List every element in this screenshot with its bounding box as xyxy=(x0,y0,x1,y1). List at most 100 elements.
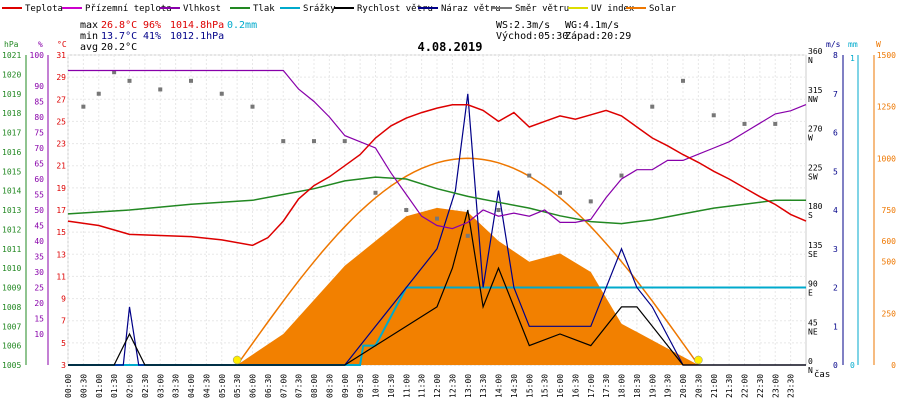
x-tick-label: 04:00 xyxy=(187,374,196,398)
x-tick-label: 06:00 xyxy=(249,374,258,398)
wind-dir-point xyxy=(496,208,501,212)
x-tick-label: 07:00 xyxy=(279,374,288,398)
sun-marker xyxy=(232,355,242,365)
legend-label: Tlak xyxy=(253,4,275,14)
pressure-tick-label: 1013 xyxy=(2,206,21,215)
humidity-tick-label: 15 xyxy=(34,315,44,324)
x-tick-label: 06:30 xyxy=(264,374,273,398)
x-tick-label: 09:00 xyxy=(341,374,350,398)
wind-dir-tick-label: W xyxy=(808,134,813,143)
solar-tick-label: 750 xyxy=(882,206,897,215)
x-tick-label: 09:30 xyxy=(356,374,365,398)
pressure-axis-unit: hPa xyxy=(4,40,19,49)
x-tick-label: 11:30 xyxy=(418,374,427,398)
humidity-tick-label: 60 xyxy=(34,175,44,184)
wind-speed-tick-label: 0 xyxy=(833,361,838,370)
x-tick-label: 04:30 xyxy=(202,374,211,398)
wind-speed-tick-label: 1 xyxy=(833,322,838,331)
rain-tick-label: 0 xyxy=(850,361,855,370)
wind-dir-point xyxy=(527,173,532,178)
plot-area xyxy=(67,69,807,366)
solar-tick-label: 0 xyxy=(891,361,896,370)
humidity-tick-label: 55 xyxy=(34,191,44,200)
wind-dir-tick-label: N xyxy=(808,366,813,375)
x-tick-label: 12:00 xyxy=(433,374,442,398)
pressure-tick-label: 1006 xyxy=(2,342,21,351)
wind-dir-point xyxy=(158,87,163,92)
wind-dir-point xyxy=(373,190,378,195)
humidity-tick-label: 65 xyxy=(34,160,44,169)
legend-label: Rychlost větru xyxy=(357,4,433,14)
x-tick-label: 10:00 xyxy=(372,374,381,398)
temperature-tick-label: 9 xyxy=(61,295,66,304)
wind-dir-point xyxy=(588,199,593,204)
wind-dir-tick-label: N xyxy=(808,56,813,65)
x-tick-label: 00:00 xyxy=(64,374,73,398)
pressure-tick-label: 1014 xyxy=(2,187,21,196)
summary-stats: max 26.8°C 96% 1014.8hPa 0.2mm min 13.7°… xyxy=(80,20,631,53)
x-tick-label: 01:00 xyxy=(95,374,104,398)
summary-max-press: 1014.8hPa xyxy=(170,20,224,31)
x-tick-label: 17:00 xyxy=(587,374,596,398)
rain-tick-label: 1 xyxy=(850,54,855,63)
wind-dir-point xyxy=(558,190,562,195)
humidity-tick-label: 40 xyxy=(34,237,44,246)
pressure-line xyxy=(67,176,806,225)
pressure-tick-label: 1010 xyxy=(2,264,21,273)
wind-speed-tick-label: 2 xyxy=(833,284,838,293)
wind-dir-tick-label: 45 xyxy=(808,318,818,327)
x-tick-label: 05:30 xyxy=(233,374,242,398)
x-tick-label: 12:30 xyxy=(448,374,457,398)
temperature-tick-label: 29 xyxy=(56,73,66,82)
humidity-tick-label: 85 xyxy=(34,98,44,107)
x-tick-label: 15:30 xyxy=(541,374,550,398)
wind-dir-tick-label: NW xyxy=(808,95,818,104)
summary-min-temp: 13.7°C xyxy=(101,31,137,42)
pressure-tick-label: 1015 xyxy=(2,167,21,176)
humidity-line xyxy=(68,69,807,230)
humidity-tick-label: 70 xyxy=(34,144,44,153)
x-tick-label: 23:00 xyxy=(771,374,780,398)
summary-avg-temp: 20.2°C xyxy=(101,42,137,53)
humidity-axis-unit: % xyxy=(38,40,43,49)
wind-dir-tick-label: 225 xyxy=(808,163,823,172)
temperature-tick-label: 25 xyxy=(56,117,66,126)
pressure-tick-label: 1016 xyxy=(2,148,21,157)
solar-tick-label: 250 xyxy=(882,309,897,318)
wind-speed-tick-label: 6 xyxy=(833,129,838,138)
x-tick-label: 13:30 xyxy=(479,374,488,398)
wind-dir-point xyxy=(312,139,316,144)
x-tick-label: 18:30 xyxy=(633,374,642,398)
x-tick-label: 02:30 xyxy=(141,374,150,398)
wind-speed-tick-label: 7 xyxy=(833,90,838,99)
legend-label: Přízemní teplota xyxy=(85,4,172,14)
wind-dir-tick-label: 270 xyxy=(808,125,823,134)
wind-dir-point xyxy=(96,91,101,96)
temperature-tick-label: 3 xyxy=(61,361,66,370)
legend-label: UV index xyxy=(591,4,635,14)
wind-dir-tick-label: NE xyxy=(808,327,818,336)
wind-dir-tick-label: 315 xyxy=(808,86,823,95)
pressure-tick-label: 1007 xyxy=(2,322,21,331)
wind-dir-point xyxy=(773,121,778,126)
pressure-tick-label: 1009 xyxy=(2,284,21,293)
humidity-tick-label: 80 xyxy=(34,113,44,122)
wind-dir-point xyxy=(404,208,409,212)
temperature-tick-label: 15 xyxy=(56,228,66,237)
legend: Teplota Přízemní teplota Vlhkost Tlak Srážky… xyxy=(2,4,677,14)
wind-speed-tick-label: 3 xyxy=(833,245,838,254)
humidity-tick-label: 50 xyxy=(34,206,44,215)
x-tick-label: 23:30 xyxy=(787,374,796,398)
summary-avg-label: avg xyxy=(80,42,98,53)
summary-max-hum: 96% xyxy=(143,20,161,31)
humidity-tick-label: 90 xyxy=(34,82,44,91)
wind-dir-point xyxy=(342,139,347,144)
x-tick-label: 15:00 xyxy=(525,374,534,398)
wind-dir-tick-label: 0 xyxy=(808,357,813,366)
x-tick-label: 17:30 xyxy=(602,374,611,398)
humidity-tick-label: 10 xyxy=(34,330,44,339)
wind-dir-point xyxy=(219,91,224,96)
pressure-tick-label: 1005 xyxy=(2,361,21,370)
wind-dir-tick-label: S xyxy=(808,211,813,220)
